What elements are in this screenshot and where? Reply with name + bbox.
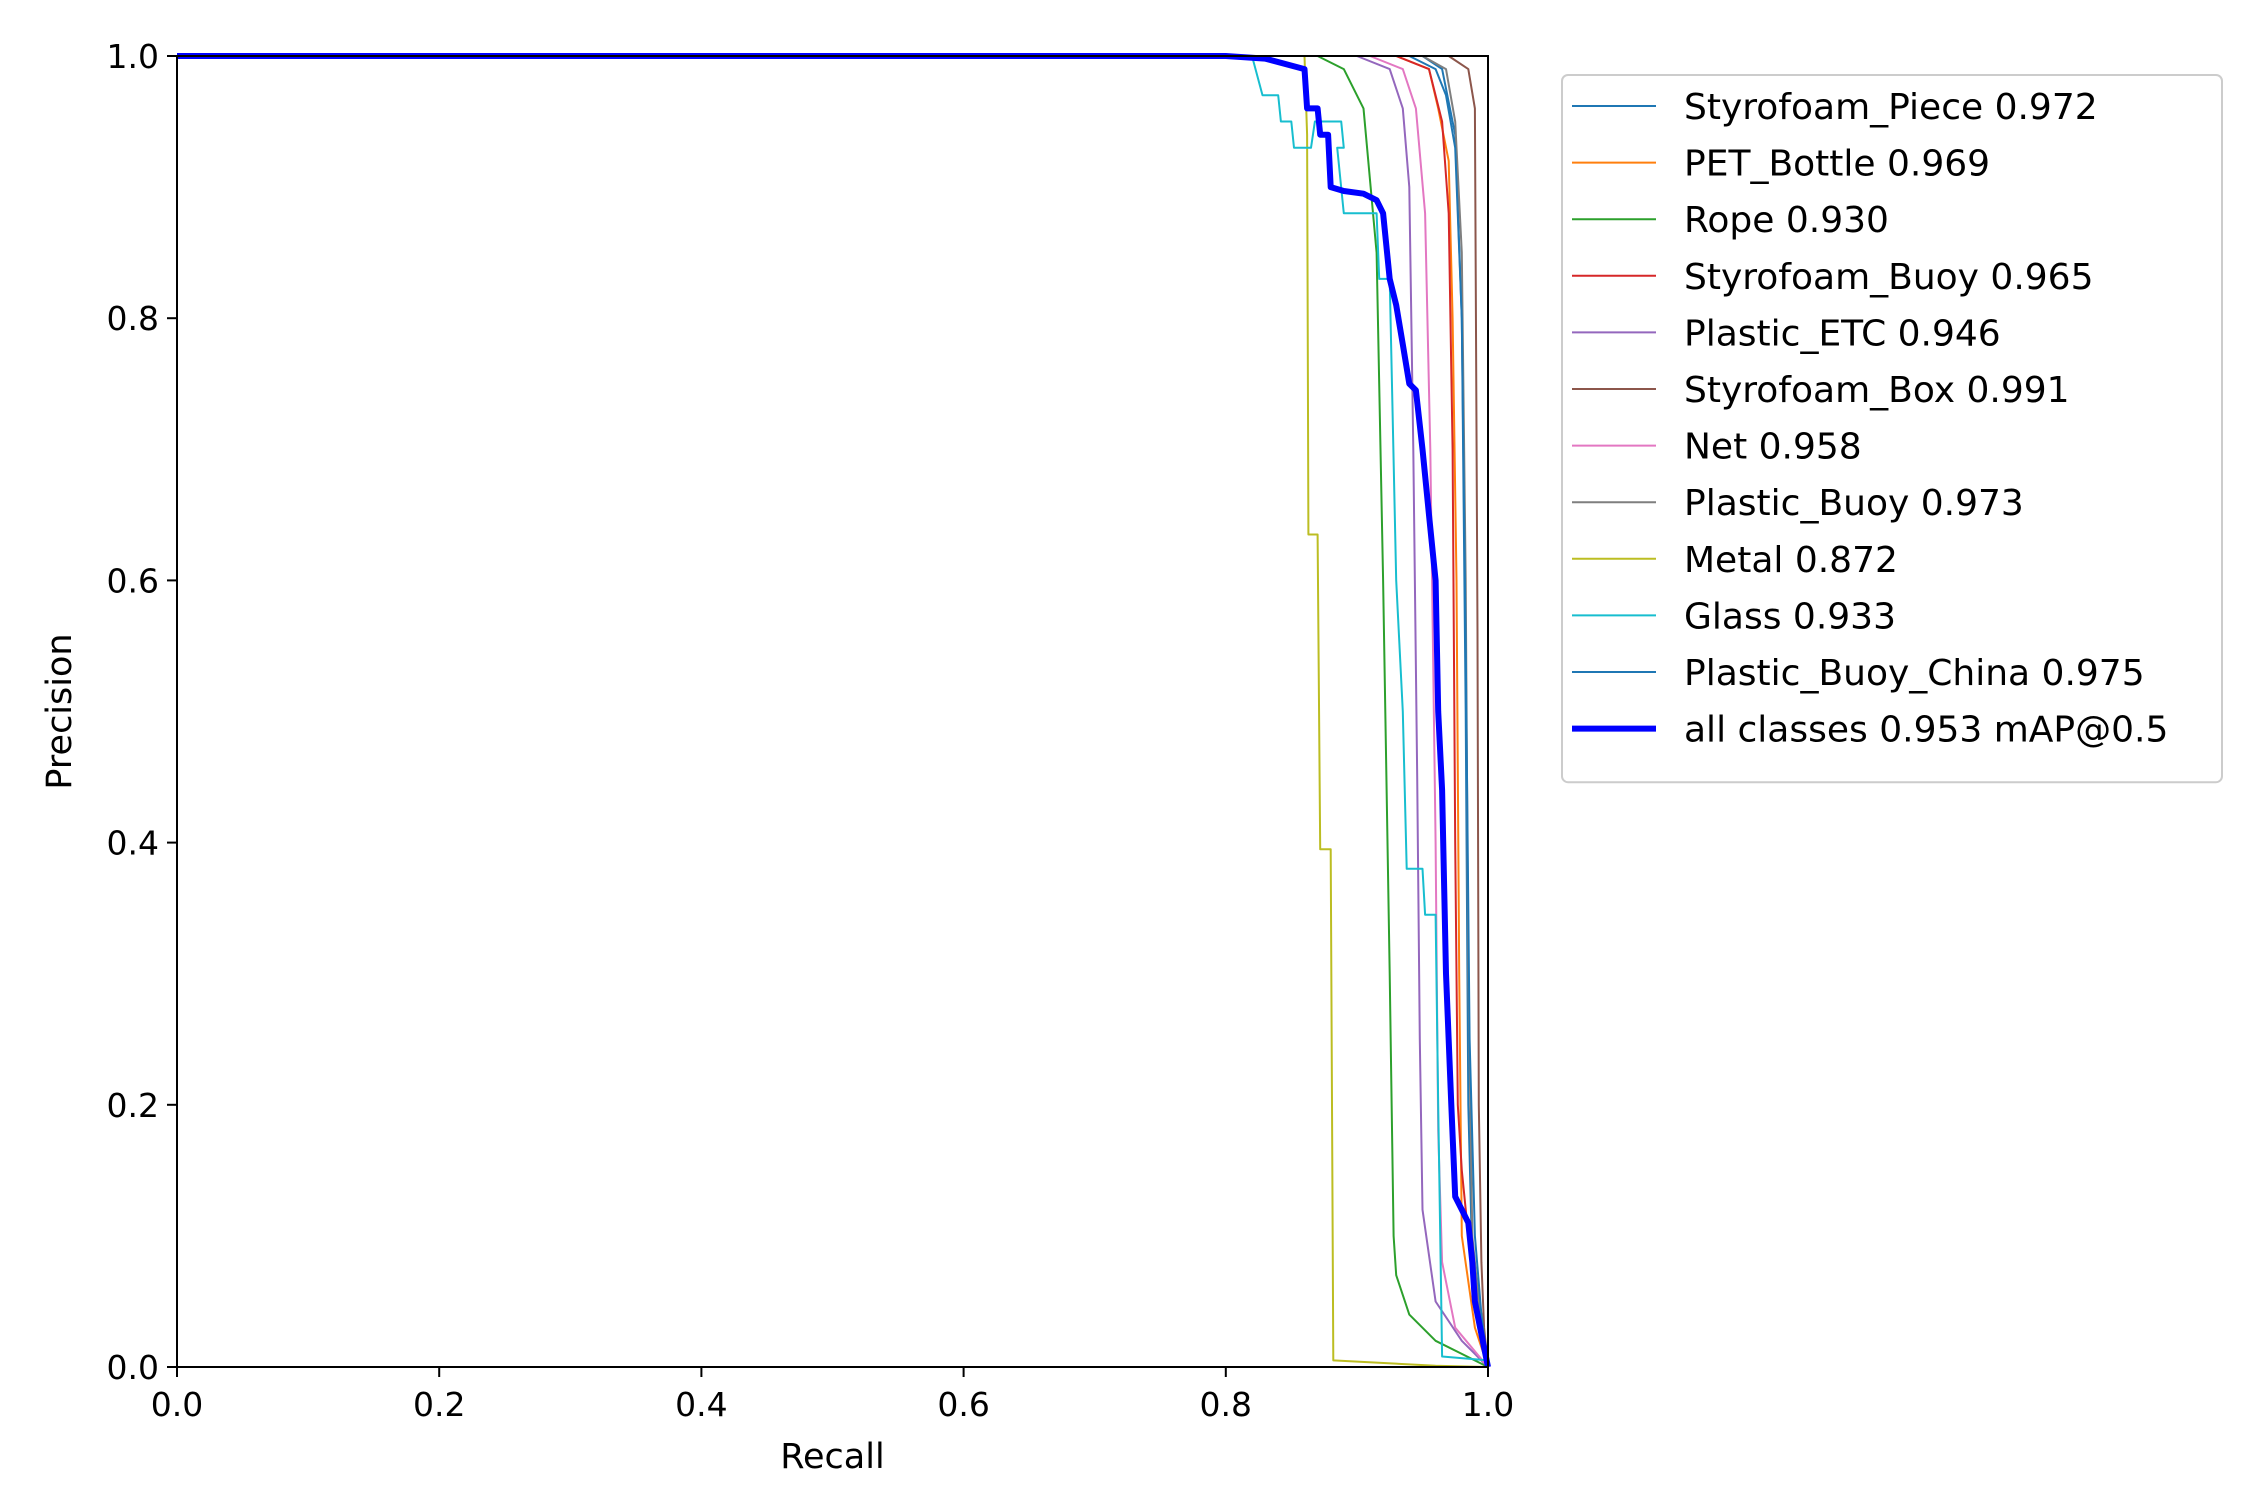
legend-box [1561, 74, 2223, 784]
legend-label: Styrofoam_Box 0.991 [1684, 370, 2070, 411]
series-line-9 [177, 55, 1489, 1362]
plot-frame [176, 55, 1489, 1368]
legend-label: Metal 0.872 [1684, 540, 1898, 581]
legend-label: Styrofoam_Buoy 0.965 [1684, 257, 2093, 298]
plot-background [177, 56, 1488, 1367]
series-layer [177, 53, 1491, 1368]
x-tick-label: 0.8 [1200, 1385, 1252, 1424]
x-tick-label: 1.0 [1462, 1385, 1514, 1424]
legend-label: Plastic_Buoy 0.973 [1684, 483, 2024, 524]
series-line-5 [177, 55, 1489, 1368]
legend-label: all classes 0.953 mAP@0.5 [1684, 710, 2168, 751]
y-tick-label: 0.6 [107, 561, 159, 600]
series-line-4 [177, 55, 1489, 1368]
legend-label: Plastic_Buoy_China 0.975 [1684, 653, 2145, 694]
x-axis-label: Recall [780, 1437, 884, 1477]
x-tick-label: 0.0 [151, 1385, 203, 1424]
legend-label: Glass 0.933 [1684, 596, 1896, 637]
x-tick-label: 0.4 [675, 1385, 727, 1424]
x-tick-label: 0.2 [413, 1385, 465, 1424]
y-tick-label: 1.0 [107, 37, 159, 76]
x-tick-label: 0.6 [937, 1385, 989, 1424]
legend-label: Rope 0.930 [1684, 200, 1889, 241]
plot-area [177, 56, 1488, 1367]
axes-layer: 0.0 0.2 0.4 0.6 0.8 1.0 0.0 0.2 0.4 0.6 0.8 1.0 [107, 37, 1515, 1424]
y-tick-label: 0.8 [107, 299, 159, 338]
y-tick-label: 0.0 [107, 1348, 159, 1387]
legend-label: Plastic_ETC 0.946 [1684, 313, 2001, 354]
series-line-6 [177, 55, 1489, 1368]
legend-label: Net 0.958 [1684, 427, 1862, 468]
series-line-10 [177, 55, 1489, 1368]
y-tick-label: 0.2 [107, 1086, 159, 1125]
series-line-2 [177, 55, 1489, 1368]
legend-label: PET_Bottle 0.969 [1684, 144, 1990, 185]
series-line-11 [177, 53, 1491, 1368]
y-tick-label: 0.4 [107, 824, 159, 863]
legend: Styrofoam_Piece 0.972 PET_Bottle 0.969 Rop… [1561, 74, 2223, 784]
legend-label: Styrofoam_Piece 0.972 [1684, 87, 2098, 128]
y-axis-label: Precision [40, 633, 80, 789]
